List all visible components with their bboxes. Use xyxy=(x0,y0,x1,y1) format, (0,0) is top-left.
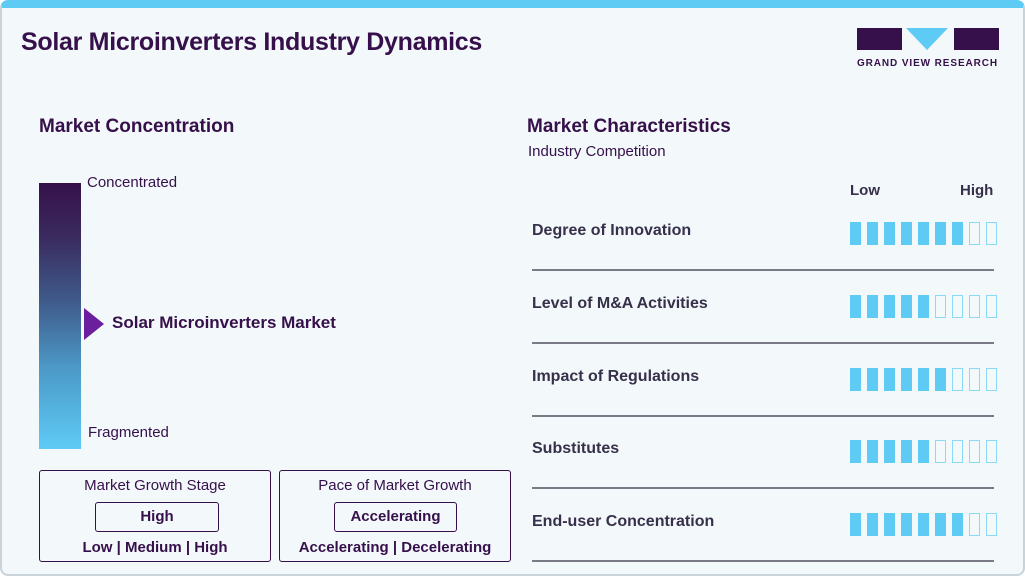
characteristic-label: Level of M&A Activities xyxy=(532,295,708,312)
rating-segment-empty-icon xyxy=(986,222,997,245)
rating-segment-filled-icon xyxy=(867,295,878,318)
rating-segment-filled-icon xyxy=(918,295,929,318)
rating-segment-filled-icon xyxy=(935,222,946,245)
market-characteristics-heading: Market Characteristics xyxy=(527,116,731,137)
growth-stage-options: Low | Medium | High xyxy=(82,539,228,556)
rating-bar xyxy=(850,513,997,536)
rating-segment-empty-icon xyxy=(969,368,980,391)
rating-segment-filled-icon xyxy=(935,368,946,391)
rating-segment-filled-icon xyxy=(901,368,912,391)
characteristic-row: Impact of Regulations xyxy=(532,357,997,430)
characteristic-row: Substitutes xyxy=(532,429,997,502)
characteristic-label: Substitutes xyxy=(532,440,620,457)
concentrated-label: Concentrated xyxy=(87,174,178,191)
rating-segment-filled-icon xyxy=(901,295,912,318)
rating-segment-filled-icon xyxy=(867,513,878,536)
characteristic-row: End-user Concentration xyxy=(532,502,997,574)
rating-segment-empty-icon xyxy=(952,295,963,318)
rating-segment-empty-icon xyxy=(969,222,980,245)
pace-options: Accelerating | Decelerating xyxy=(298,539,492,556)
page-title: Solar Microinverters Industry Dynamics xyxy=(21,28,482,56)
rating-segment-empty-icon xyxy=(969,295,980,318)
rating-segment-filled-icon xyxy=(884,295,895,318)
rating-segment-empty-icon xyxy=(986,368,997,391)
grand-view-research-logo: GRAND VIEW RESEARCH xyxy=(857,28,1002,78)
rating-segment-filled-icon xyxy=(952,513,963,536)
rating-segment-filled-icon xyxy=(884,440,895,463)
rating-segment-filled-icon xyxy=(884,368,895,391)
rating-segment-filled-icon xyxy=(867,440,878,463)
logo-r-block-icon xyxy=(954,28,999,50)
market-position-marker-icon xyxy=(84,308,104,340)
row-divider xyxy=(532,342,994,344)
market-concentration-heading: Market Concentration xyxy=(39,116,235,137)
rating-bar xyxy=(850,295,997,318)
rating-segment-empty-icon xyxy=(969,513,980,536)
rating-segment-filled-icon xyxy=(867,368,878,391)
rating-segment-filled-icon xyxy=(850,222,861,245)
logo-g-block-icon xyxy=(857,28,902,50)
characteristic-row: Level of M&A Activities xyxy=(532,284,997,357)
characteristic-row: Degree of Innovation xyxy=(532,211,997,284)
rating-bar xyxy=(850,368,997,391)
growth-stage-value: High xyxy=(95,502,219,532)
rating-segment-empty-icon xyxy=(935,440,946,463)
pace-heading: Pace of Market Growth xyxy=(318,477,472,494)
rating-segment-empty-icon xyxy=(986,513,997,536)
rating-segment-filled-icon xyxy=(884,513,895,536)
rating-segment-empty-icon xyxy=(935,295,946,318)
rating-bar xyxy=(850,222,997,245)
rating-segment-empty-icon xyxy=(952,440,963,463)
pace-of-growth-box: Pace of Market Growth Accelerating Accel… xyxy=(279,470,511,562)
row-divider xyxy=(532,487,994,489)
market-growth-stage-box: Market Growth Stage High Low | Medium | … xyxy=(39,470,271,562)
rating-segment-filled-icon xyxy=(901,513,912,536)
characteristic-label: Impact of Regulations xyxy=(532,368,700,385)
rating-segment-filled-icon xyxy=(884,222,895,245)
rating-segment-filled-icon xyxy=(901,440,912,463)
rating-segment-filled-icon xyxy=(867,222,878,245)
characteristic-label: End-user Concentration xyxy=(532,513,715,530)
rating-segment-empty-icon xyxy=(969,440,980,463)
rating-segment-filled-icon xyxy=(850,513,861,536)
rating-segment-filled-icon xyxy=(850,440,861,463)
rating-segment-filled-icon xyxy=(918,513,929,536)
rating-segment-empty-icon xyxy=(986,440,997,463)
industry-competition-subheading: Industry Competition xyxy=(528,143,666,160)
scale-high-label: High xyxy=(960,182,994,199)
row-divider xyxy=(532,415,994,417)
rating-segment-filled-icon xyxy=(850,368,861,391)
logo-text: GRAND VIEW RESEARCH xyxy=(857,58,998,69)
rating-segment-filled-icon xyxy=(918,440,929,463)
fragmented-label: Fragmented xyxy=(88,424,169,441)
rating-segment-filled-icon xyxy=(952,222,963,245)
characteristic-label: Degree of Innovation xyxy=(532,222,692,239)
rating-segment-filled-icon xyxy=(918,222,929,245)
scale-low-label: Low xyxy=(850,182,880,199)
pace-value: Accelerating xyxy=(334,502,457,532)
row-divider xyxy=(532,560,994,562)
row-divider xyxy=(532,269,994,271)
growth-stage-heading: Market Growth Stage xyxy=(84,477,226,494)
rating-segment-empty-icon xyxy=(952,368,963,391)
rating-segment-empty-icon xyxy=(986,295,997,318)
rating-segment-filled-icon xyxy=(850,295,861,318)
rating-segment-filled-icon xyxy=(901,222,912,245)
concentration-gradient-bar xyxy=(39,183,81,449)
market-position-label: Solar Microinverters Market xyxy=(112,313,336,332)
logo-v-triangle-icon xyxy=(906,28,948,50)
rating-segment-filled-icon xyxy=(935,513,946,536)
rating-segment-filled-icon xyxy=(918,368,929,391)
rating-bar xyxy=(850,440,997,463)
